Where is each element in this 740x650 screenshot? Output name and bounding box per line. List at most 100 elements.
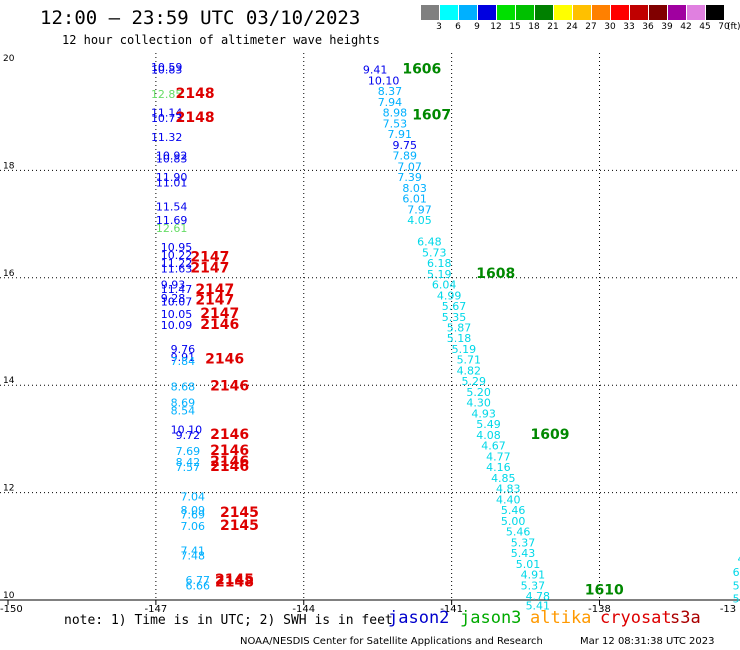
wave-height-label: 5.41 [526, 600, 551, 613]
wave-height-label: 5.67 [442, 300, 467, 313]
wave-height-label: 7.07 [397, 160, 422, 173]
wave-height-label: 5.49 [476, 418, 501, 431]
color-swatch [668, 5, 686, 20]
wave-height-label: 7.06 [181, 520, 206, 533]
wave-height-label: 5.37 [521, 579, 546, 592]
color-swatch-label: 45 [699, 22, 711, 32]
color-scale-unit: (ft) [727, 22, 740, 32]
legend-item-s3a: s3a [670, 608, 701, 628]
color-swatch [440, 5, 458, 20]
grid-lines [0, 53, 740, 600]
color-swatch [687, 5, 705, 20]
wave-height-label: 8.03 [402, 182, 427, 195]
pass-time-label: 2146 [210, 454, 249, 470]
wave-height-label: 10.83 [156, 152, 188, 165]
wave-height-label: 7.04 [181, 491, 206, 504]
wave-height-label: 5.46 [501, 504, 526, 517]
note-text: note: 1) Time is in UTC; 2) SWH is in fe… [64, 613, 393, 628]
wave-height-label: 11.14 [151, 107, 183, 120]
wave-height-label: 7.39 [397, 171, 422, 184]
legend-item-cryosat: cryosat [600, 608, 672, 628]
wave-height-label: 7.94 [378, 96, 403, 109]
color-swatch [706, 5, 724, 20]
page-subtitle: 12 hour collection of altimeter wave hei… [62, 33, 380, 47]
wave-height-label: 8.42 [176, 456, 201, 469]
wave-height-label: 5.73 [422, 246, 447, 259]
wave-height-label: 6.04 [432, 279, 457, 292]
footer-timestamp: Mar 12 08:31:38 UTC 2023 [580, 636, 715, 647]
wave-height-label: 8.37 [378, 85, 403, 98]
page-title: 12:00 — 23:59 UTC 03/10/2023 [40, 7, 361, 29]
wave-height-label: 10.22 [161, 249, 193, 262]
wave-height-label: 4.85 [491, 472, 515, 485]
color-swatch [630, 5, 648, 20]
pass-time-label: 2146 [210, 379, 249, 395]
color-swatch-label: 27 [585, 22, 597, 32]
axis-ticks: -150 -147 -144 -141 -138 -13 10 12 14 16 18 20 [0, 54, 740, 615]
y-tick-label: 14 [3, 376, 15, 386]
wave-height-label: 10.83 [151, 64, 183, 77]
pass-time-label: 2148 [176, 86, 215, 102]
value-labels: 10.5910.8312.8511.1410.7311.3210.9210.83… [151, 61, 740, 613]
wave-height-label: 4.67 [481, 440, 506, 453]
wave-height-label: 10.09 [161, 319, 193, 332]
pass-time-label: 1607 [412, 107, 451, 123]
color-swatch [573, 5, 591, 20]
x-tick-label: -144 [292, 604, 315, 615]
legend-item-jason3: jason3 [460, 608, 522, 628]
wave-height-label: 8.98 [383, 107, 408, 120]
pass-time-label: 1609 [531, 427, 570, 443]
color-swatch [421, 5, 439, 20]
pass-time-label: 2146 [200, 317, 239, 333]
color-swatch [649, 5, 667, 20]
color-swatch-label: 42 [680, 22, 692, 32]
x-tick-label: -147 [145, 604, 168, 615]
wave-height-label: 11.69 [156, 214, 188, 227]
y-tick-label: 20 [3, 54, 15, 64]
wave-height-label: 5.71 [457, 354, 482, 367]
wave-height-label: 11.32 [151, 131, 183, 144]
wave-height-label: 10.95 [161, 241, 193, 254]
wave-height-label: 11.63 [161, 262, 193, 275]
wave-height-label: 4.82 [457, 364, 482, 377]
color-swatch [459, 5, 477, 20]
wave-height-label: 5.43 [511, 547, 535, 560]
wave-height-label: 4.78 [526, 590, 551, 603]
color-swatch [478, 5, 496, 20]
pass-time-label: 2145 [220, 518, 259, 534]
wave-height-label: 10.73 [151, 112, 183, 125]
color-swatch [535, 5, 553, 20]
pass-time-label: 2146 [205, 352, 244, 368]
pass-time-label: 1606 [402, 62, 441, 78]
y-tick-label: 16 [3, 269, 15, 279]
wave-height-label: 11.54 [156, 201, 188, 214]
color-swatch-label: 12 [490, 22, 502, 32]
pass-time-label: 2148 [215, 575, 254, 591]
pass-time-label: 2147 [190, 250, 229, 266]
wave-height-label: 11.47 [161, 283, 193, 296]
y-tick-label: 10 [3, 591, 15, 601]
wave-height-label: 5.87 [447, 322, 472, 335]
color-swatch-label: 15 [509, 22, 521, 32]
pass-time-label: 2147 [195, 293, 234, 309]
wave-height-label: 9.76 [171, 343, 196, 356]
wave-height-label: 8.69 [171, 397, 196, 410]
color-swatch [497, 5, 515, 20]
wave-height-label: 5.00 [501, 515, 526, 528]
color-swatch-label: 30 [604, 22, 616, 32]
wave-height-label: 4.77 [486, 450, 511, 463]
wave-height-label: 5.18 [447, 332, 472, 345]
time-labels: 2148214821472147214721472147214621462146… [176, 62, 624, 599]
wave-height-label: 7.69 [181, 508, 206, 521]
color-swatch [554, 5, 572, 20]
pass-time-label: 2147 [190, 260, 229, 276]
color-swatch [592, 5, 610, 20]
wave-height-label: 5.19 [427, 268, 452, 281]
wave-height-label: 5.20 [466, 386, 491, 399]
wave-height-label: 12.61 [156, 222, 188, 235]
footer-credit: NOAA/NESDIS Center for Satellite Applica… [240, 636, 543, 647]
pass-time-label: 2146 [210, 427, 249, 443]
y-tick-label: 18 [3, 161, 15, 171]
wave-height-label: 7.57 [176, 461, 201, 474]
wave-height-label: 12.85 [151, 88, 183, 101]
